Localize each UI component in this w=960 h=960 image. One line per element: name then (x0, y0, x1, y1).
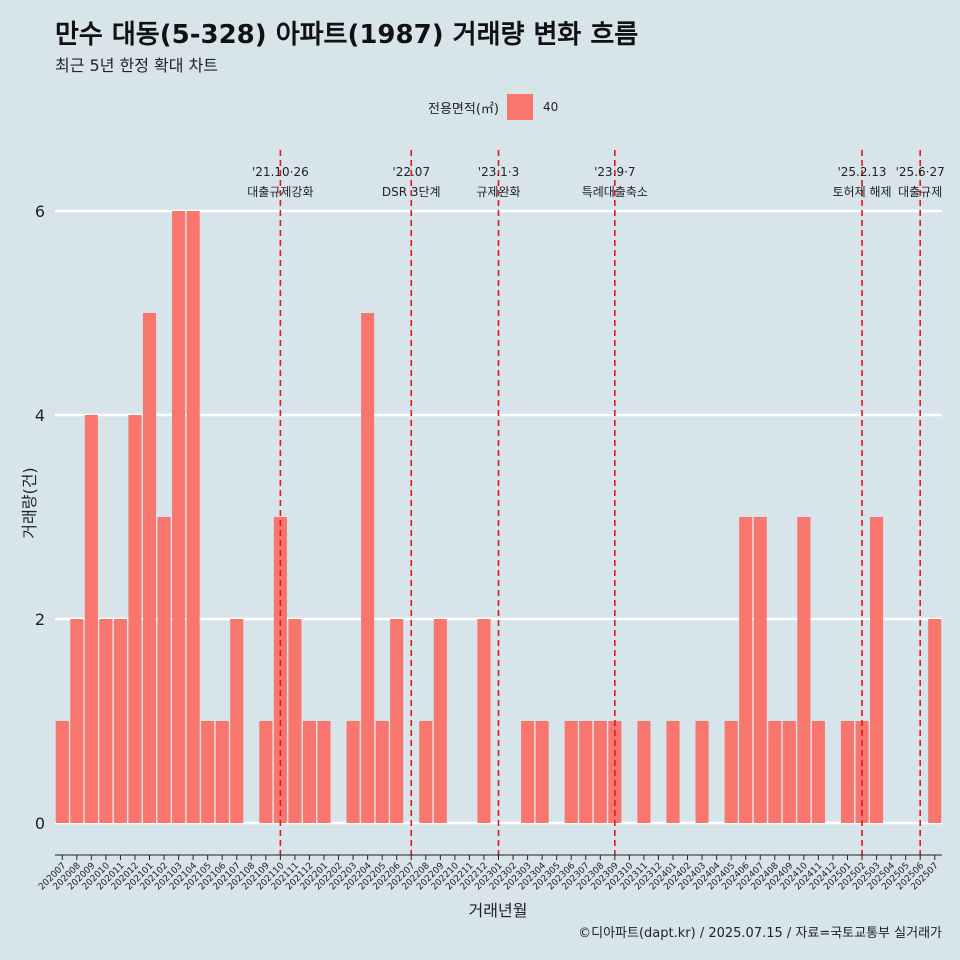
bar (928, 619, 942, 823)
bar (724, 721, 738, 823)
bar (346, 721, 360, 823)
bar (317, 721, 331, 823)
bar (157, 517, 171, 823)
bar (288, 619, 302, 823)
bar (302, 721, 317, 823)
bar (361, 313, 375, 823)
bar (870, 517, 884, 823)
bar (259, 721, 273, 823)
bar (768, 721, 782, 823)
bar (419, 721, 433, 823)
bar (142, 313, 157, 823)
chart-subtitle: 최근 5년 한정 확대 차트 (55, 56, 219, 75)
event-name-label: 규제완화 (476, 185, 520, 199)
bar (215, 721, 229, 823)
event-name-label: 대출규제 (898, 185, 942, 199)
event-lines: '21.10·26 대출규제강화 '22.07 DSR 3단계 '23.1·3 규제완화 '… (247, 150, 945, 855)
event-date-label: '23.1·3 (478, 165, 519, 179)
event-name-label: 대출규제강화 (247, 185, 313, 199)
legend: 전용면적(㎡) 40 (428, 93, 558, 121)
bar (564, 721, 578, 823)
event-date-label: '22.07 (392, 165, 430, 179)
event-date-label: '23.9·7 (594, 165, 635, 179)
event-date-label: '21.10·26 (252, 165, 309, 179)
source-caption: ©디아파트(dapt.kr) / 2025.07.15 / 자료=국토교통부 실… (578, 926, 942, 941)
bar (433, 619, 447, 823)
bar (99, 619, 113, 823)
event-date-label: '25.6·27 (896, 165, 945, 179)
event-date-label: '25.2.13 (837, 165, 886, 179)
bar (782, 721, 796, 823)
legend-key (506, 94, 533, 120)
event-name-label: 특례대출축소 (582, 185, 648, 199)
bar (695, 721, 709, 823)
bar (535, 721, 549, 823)
legend-label: 40 (542, 100, 559, 114)
bar (739, 517, 753, 823)
bar (521, 721, 535, 823)
bar (186, 211, 200, 823)
y-axis-label: 거래량(건) (20, 467, 39, 539)
bars (55, 211, 942, 823)
y-tick-label: 4 (35, 406, 45, 425)
event-name-label: 토허제 해제 (833, 185, 892, 199)
bar (753, 517, 767, 823)
bar (477, 619, 491, 823)
y-tick-label: 6 (35, 202, 45, 221)
bar (201, 721, 215, 823)
bar (593, 721, 607, 823)
bar (840, 721, 855, 823)
bar (70, 619, 84, 823)
bar (811, 721, 825, 823)
bar (637, 721, 651, 823)
bar (128, 415, 142, 823)
bar (55, 721, 69, 823)
bar (84, 415, 98, 823)
event-name-label: DSR 3단계 (382, 185, 441, 199)
y-tick-label: 0 (35, 814, 45, 833)
bar (390, 619, 404, 823)
bar (113, 619, 127, 823)
chart-title: 만수 대동(5-328) 아파트(1987) 거래량 변화 흐름 (55, 20, 639, 50)
bar (666, 721, 680, 823)
x-axis-label: 거래년월 (468, 901, 528, 920)
bar (797, 517, 811, 823)
bar (230, 619, 244, 823)
legend-title: 전용면적(㎡) (428, 101, 499, 117)
y-tick-label: 2 (35, 610, 45, 629)
bar (579, 721, 593, 823)
bar (172, 211, 186, 823)
bar (375, 721, 389, 823)
